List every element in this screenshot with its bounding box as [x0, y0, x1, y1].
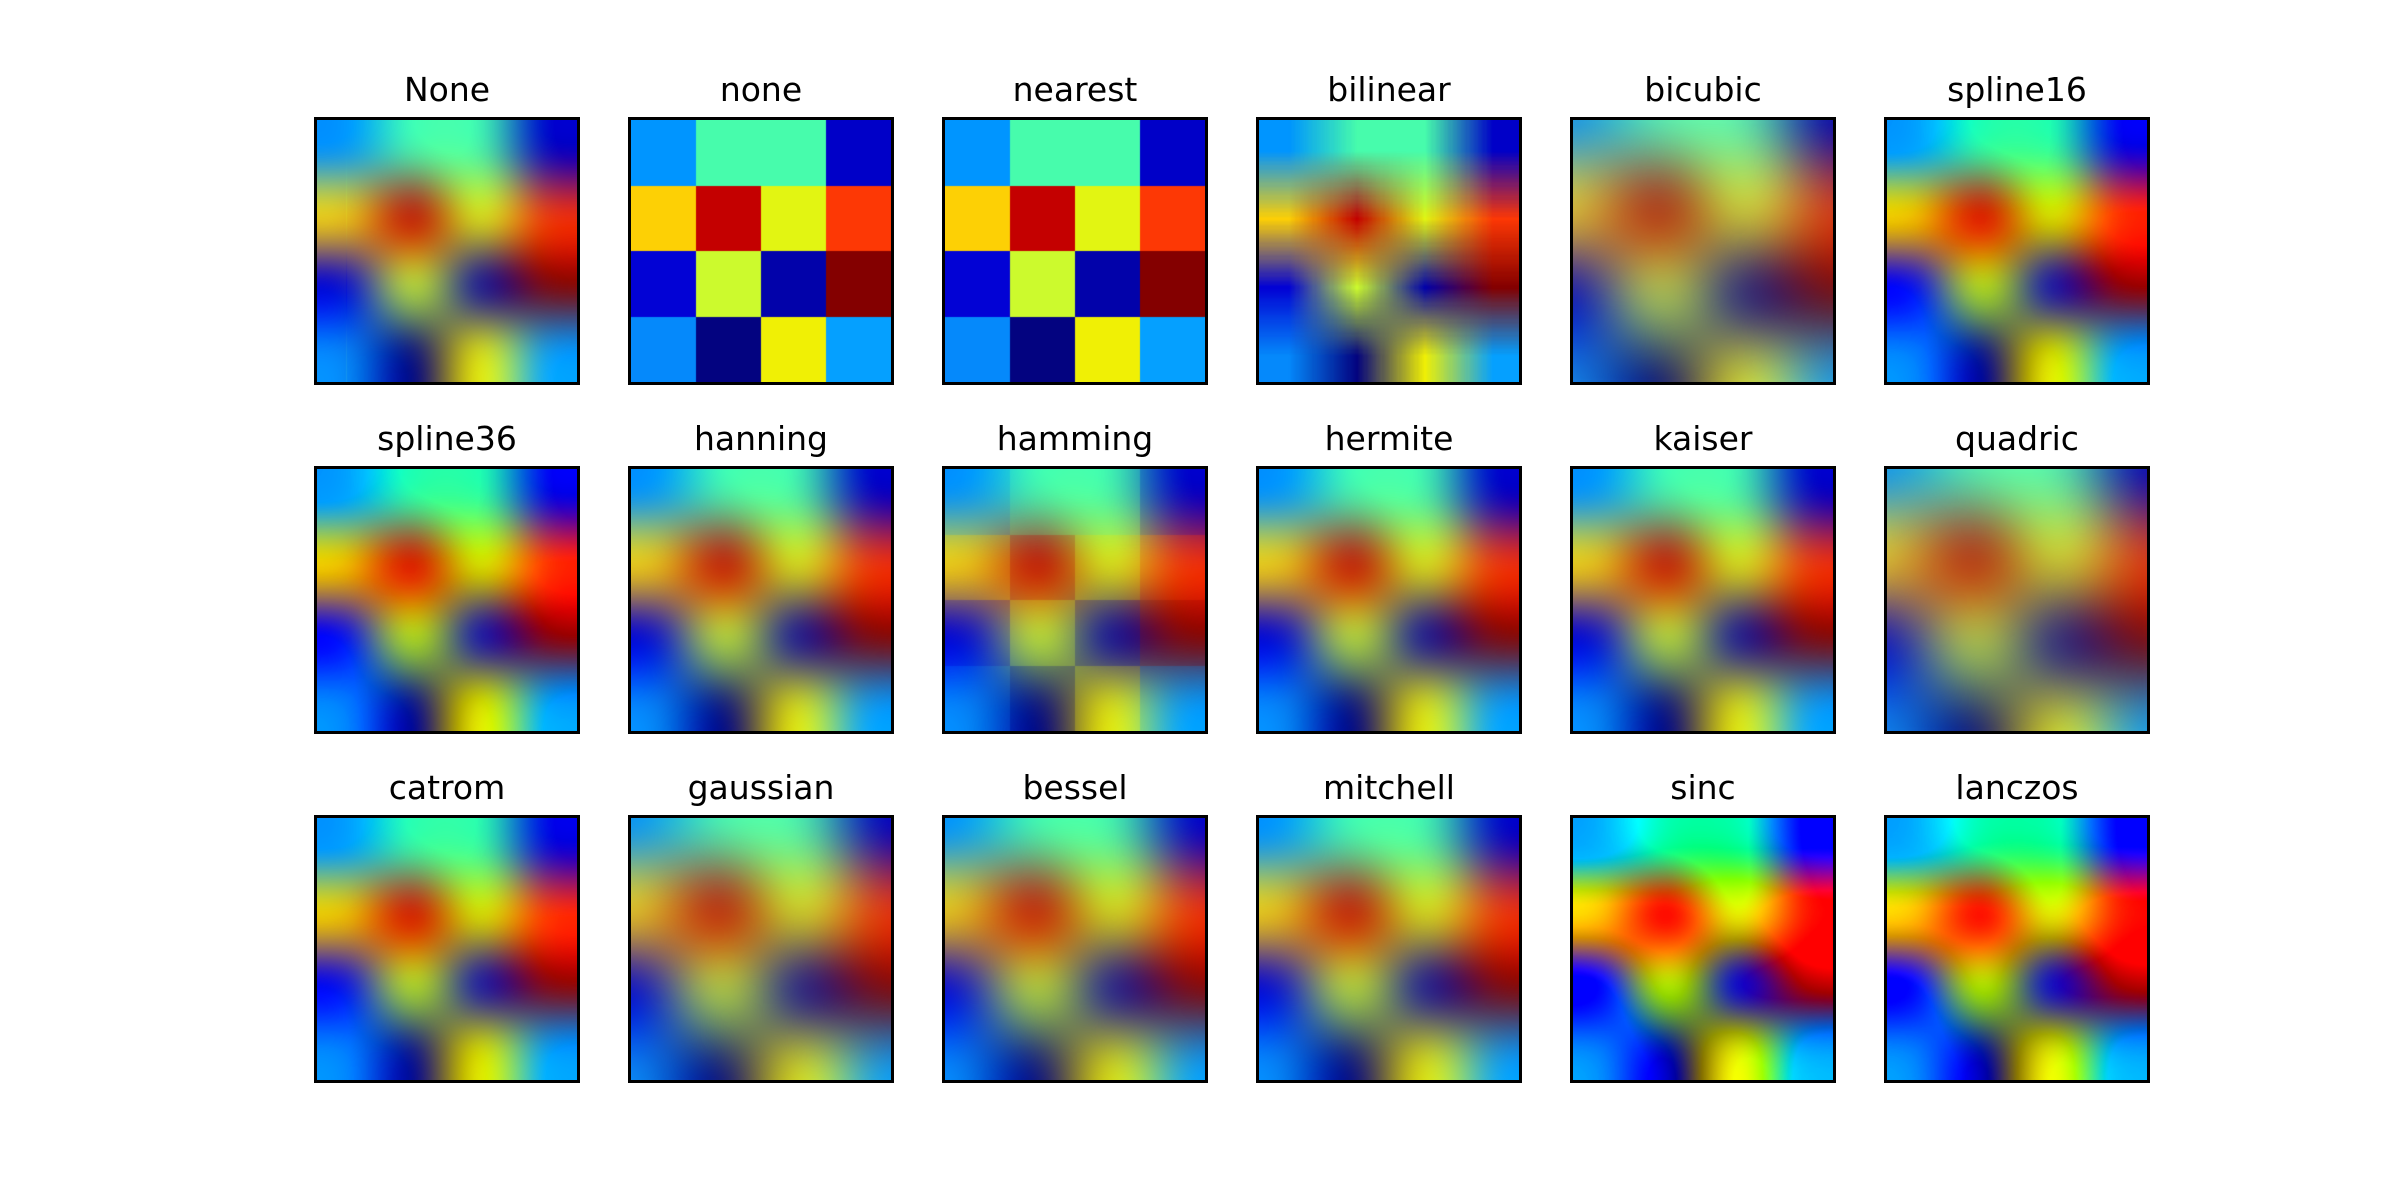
panel-title-nearest: nearest	[1012, 70, 1138, 109]
panel-title-None: None	[403, 70, 491, 109]
heatmap-panel-quadric	[1884, 466, 2150, 734]
heatmap-panel-none	[628, 117, 894, 385]
panel-title-quadric: quadric	[1955, 419, 2079, 458]
heatmap-panel-spline16	[1884, 117, 2150, 385]
panel-title-hanning: hanning	[694, 419, 828, 458]
panel-title-bicubic: bicubic	[1644, 70, 1762, 109]
panel-title-bessel: bessel	[1022, 768, 1128, 807]
heatmap-panel-hanning	[628, 466, 894, 734]
panel-title-spline16: spline16	[1947, 70, 2087, 109]
panel-title-spline36: spline36	[377, 419, 517, 458]
heatmap-panel-gaussian	[628, 815, 894, 1083]
panel-title-hamming: hamming	[996, 419, 1154, 458]
heatmap-panel-hermite	[1256, 466, 1522, 734]
heatmap-panel-bilinear	[1256, 117, 1522, 385]
panel-title-lanczos: lanczos	[1955, 768, 2079, 807]
heatmap-panel-nearest	[942, 117, 1208, 385]
panel-title-bilinear: bilinear	[1327, 70, 1451, 109]
panel-title-mitchell: mitchell	[1323, 768, 1455, 807]
panel-title-catrom: catrom	[388, 768, 506, 807]
heatmap-panel-spline36	[314, 466, 580, 734]
heatmap-panel-bessel	[942, 815, 1208, 1083]
heatmap-panel-hamming	[942, 466, 1208, 734]
heatmap-panel-mitchell	[1256, 815, 1522, 1083]
panel-title-kaiser: kaiser	[1653, 419, 1753, 458]
panel-title-gaussian: gaussian	[687, 768, 835, 807]
heatmap-panel-None	[314, 117, 580, 385]
heatmap-panel-lanczos	[1884, 815, 2150, 1083]
heatmap-panel-sinc	[1570, 815, 1836, 1083]
heatmap-panel-kaiser	[1570, 466, 1836, 734]
panel-title-sinc: sinc	[1670, 768, 1736, 807]
heatmap-panel-catrom	[314, 815, 580, 1083]
panel-title-hermite: hermite	[1324, 419, 1454, 458]
heatmap-panel-bicubic	[1570, 117, 1836, 385]
panel-title-none: none	[719, 70, 803, 109]
